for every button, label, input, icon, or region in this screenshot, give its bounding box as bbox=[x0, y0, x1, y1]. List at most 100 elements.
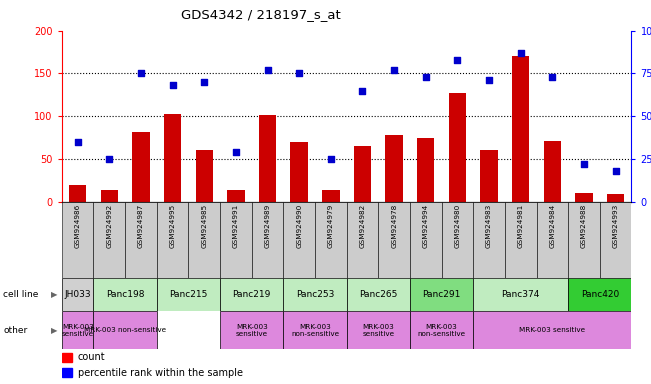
Text: GSM924987: GSM924987 bbox=[138, 204, 144, 248]
Bar bbox=[132, 132, 150, 202]
Bar bbox=[290, 142, 308, 202]
Text: GSM924992: GSM924992 bbox=[106, 204, 113, 248]
Point bbox=[389, 67, 399, 73]
Bar bbox=[473, 278, 568, 311]
Bar bbox=[94, 202, 125, 278]
Text: count: count bbox=[78, 353, 105, 362]
Bar bbox=[62, 202, 94, 278]
Text: Panc219: Panc219 bbox=[232, 290, 271, 299]
Bar bbox=[157, 202, 188, 278]
Text: GSM924991: GSM924991 bbox=[233, 204, 239, 248]
Bar bbox=[600, 202, 631, 278]
Text: GSM924979: GSM924979 bbox=[328, 204, 334, 248]
Bar bbox=[512, 56, 529, 202]
Text: GSM924978: GSM924978 bbox=[391, 204, 397, 248]
Bar bbox=[410, 278, 473, 311]
Bar bbox=[505, 202, 536, 278]
Bar bbox=[410, 202, 441, 278]
Bar bbox=[346, 202, 378, 278]
Text: GSM924985: GSM924985 bbox=[201, 204, 207, 248]
Bar bbox=[259, 115, 276, 202]
Text: GSM924980: GSM924980 bbox=[454, 204, 460, 248]
Text: GSM924986: GSM924986 bbox=[75, 204, 81, 248]
Bar bbox=[353, 146, 371, 202]
Text: GSM924989: GSM924989 bbox=[264, 204, 271, 248]
Point bbox=[294, 70, 305, 76]
Bar bbox=[347, 311, 410, 349]
Text: GSM924994: GSM924994 bbox=[422, 204, 429, 248]
Text: GSM924982: GSM924982 bbox=[359, 204, 365, 248]
Bar bbox=[568, 202, 600, 278]
Bar bbox=[473, 202, 505, 278]
Bar bbox=[220, 278, 283, 311]
Text: ▶: ▶ bbox=[51, 290, 57, 299]
Text: GSM924988: GSM924988 bbox=[581, 204, 587, 248]
Text: GSM924981: GSM924981 bbox=[518, 204, 523, 248]
Bar bbox=[157, 278, 220, 311]
Bar bbox=[385, 135, 403, 202]
Text: MRK-003
non-sensitive: MRK-003 non-sensitive bbox=[417, 324, 465, 337]
Text: Panc420: Panc420 bbox=[581, 290, 619, 299]
Text: other: other bbox=[3, 326, 27, 335]
Bar bbox=[220, 311, 283, 349]
Point bbox=[136, 70, 146, 76]
Text: Panc198: Panc198 bbox=[106, 290, 145, 299]
Bar bbox=[441, 202, 473, 278]
Point bbox=[421, 74, 431, 80]
Bar bbox=[417, 137, 434, 202]
Bar bbox=[101, 190, 118, 202]
Text: GSM924983: GSM924983 bbox=[486, 204, 492, 248]
Text: GSM924990: GSM924990 bbox=[296, 204, 302, 248]
Text: JH033: JH033 bbox=[64, 290, 91, 299]
Text: GSM924984: GSM924984 bbox=[549, 204, 555, 248]
Bar bbox=[62, 353, 72, 362]
Bar bbox=[94, 311, 157, 349]
Text: cell line: cell line bbox=[3, 290, 38, 299]
Bar bbox=[195, 151, 213, 202]
Point bbox=[104, 156, 115, 162]
Bar bbox=[164, 114, 182, 202]
Bar bbox=[188, 202, 220, 278]
Bar bbox=[62, 369, 72, 377]
Text: Panc215: Panc215 bbox=[169, 290, 208, 299]
Bar bbox=[220, 202, 252, 278]
Bar bbox=[322, 190, 340, 202]
Point bbox=[199, 79, 210, 85]
Point bbox=[326, 156, 336, 162]
Point bbox=[452, 57, 463, 63]
Text: MRK-003 sensitive: MRK-003 sensitive bbox=[519, 327, 585, 333]
Bar bbox=[347, 278, 410, 311]
Point bbox=[547, 74, 557, 80]
Text: Panc374: Panc374 bbox=[501, 290, 540, 299]
Point bbox=[262, 67, 273, 73]
Point bbox=[611, 168, 621, 174]
Text: GSM924995: GSM924995 bbox=[170, 204, 176, 248]
Point bbox=[230, 149, 241, 155]
Bar bbox=[315, 202, 346, 278]
Text: Panc253: Panc253 bbox=[296, 290, 334, 299]
Bar bbox=[283, 278, 346, 311]
Bar bbox=[94, 278, 157, 311]
Bar bbox=[544, 141, 561, 202]
Text: percentile rank within the sample: percentile rank within the sample bbox=[78, 368, 243, 378]
Bar bbox=[227, 190, 245, 202]
Bar bbox=[473, 311, 631, 349]
Bar bbox=[62, 278, 94, 311]
Text: MRK-003
sensitive: MRK-003 sensitive bbox=[236, 324, 268, 337]
Bar bbox=[575, 193, 592, 202]
Text: GSM924993: GSM924993 bbox=[613, 204, 618, 248]
Point bbox=[484, 77, 494, 83]
Bar bbox=[536, 202, 568, 278]
Bar bbox=[252, 202, 283, 278]
Text: MRK-003 non-sensitive: MRK-003 non-sensitive bbox=[84, 327, 166, 333]
Text: ▶: ▶ bbox=[51, 326, 57, 335]
Bar bbox=[69, 185, 87, 202]
Bar bbox=[410, 311, 473, 349]
Text: MRK-003
sensitive: MRK-003 sensitive bbox=[62, 324, 94, 337]
Bar bbox=[568, 278, 631, 311]
Bar bbox=[378, 202, 410, 278]
Bar bbox=[283, 202, 315, 278]
Text: Panc265: Panc265 bbox=[359, 290, 398, 299]
Point bbox=[357, 88, 368, 94]
Bar bbox=[125, 202, 157, 278]
